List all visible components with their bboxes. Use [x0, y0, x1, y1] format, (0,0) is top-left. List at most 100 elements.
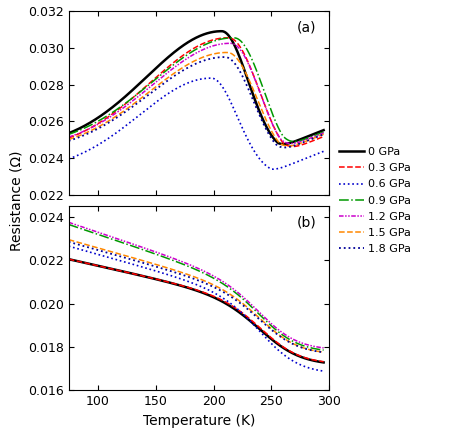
0.3 GPa: [241, 51, 247, 56]
1.2 GPa: [227, 41, 232, 46]
Line: 0 GPa: 0 GPa: [69, 259, 324, 362]
0 GPa: [169, 51, 174, 57]
0 GPa: [270, 134, 275, 139]
0.9 GPa: [230, 35, 236, 41]
1.2 GPa: [269, 322, 275, 327]
Text: (a): (a): [297, 20, 316, 34]
0.9 GPa: [269, 324, 275, 329]
0.6 GPa: [169, 89, 174, 94]
0 GPa: [321, 127, 327, 133]
0.6 GPa: [178, 83, 184, 89]
1.5 GPa: [241, 302, 246, 307]
0.6 GPa: [92, 144, 98, 150]
0.6 GPa: [208, 75, 214, 81]
0 GPa: [66, 131, 72, 136]
1.8 GPa: [265, 129, 271, 135]
Line: 1.8 GPa: 1.8 GPa: [69, 242, 324, 352]
0.9 GPa: [270, 111, 275, 116]
0.6 GPa: [270, 167, 275, 172]
1.8 GPa: [169, 269, 174, 274]
1.2 GPa: [264, 317, 270, 323]
0.9 GPa: [92, 231, 98, 236]
1.5 GPa: [321, 132, 327, 137]
0 GPa: [264, 333, 270, 338]
1.5 GPa: [178, 66, 184, 71]
Line: 0.3 GPa: 0.3 GPa: [69, 259, 324, 362]
0.3 GPa: [241, 311, 246, 317]
0 GPa: [66, 256, 72, 262]
1.8 GPa: [169, 75, 174, 80]
1.8 GPa: [321, 132, 327, 137]
Legend: 0 GPa, 0.3 GPa, 0.6 GPa, 0.9 GPa, 1.2 GPa, 1.5 GPa, 1.8 GPa: 0 GPa, 0.3 GPa, 0.6 GPa, 0.9 GPa, 1.2 GP…: [335, 143, 416, 259]
0 GPa: [219, 29, 224, 34]
0.6 GPa: [321, 368, 327, 374]
1.5 GPa: [269, 327, 275, 332]
0.9 GPa: [66, 132, 72, 137]
Text: Resistance (Ω): Resistance (Ω): [9, 150, 24, 251]
1.8 GPa: [270, 137, 275, 143]
1.2 GPa: [178, 60, 184, 65]
1.5 GPa: [285, 143, 291, 149]
0.6 GPa: [66, 156, 72, 161]
0.9 GPa: [66, 222, 72, 227]
1.5 GPa: [92, 126, 98, 131]
0.6 GPa: [269, 342, 275, 347]
1.2 GPa: [169, 67, 174, 72]
1.8 GPa: [92, 128, 98, 133]
Line: 0.6 GPa: 0.6 GPa: [69, 246, 324, 371]
1.8 GPa: [178, 69, 184, 74]
0.6 GPa: [265, 164, 271, 170]
1.5 GPa: [92, 244, 98, 249]
1.5 GPa: [224, 50, 229, 55]
Line: 1.5 GPa: 1.5 GPa: [69, 240, 324, 352]
0 GPa: [281, 141, 286, 146]
0.9 GPa: [92, 120, 98, 126]
1.5 GPa: [66, 237, 72, 242]
X-axis label: Temperature (K): Temperature (K): [143, 414, 255, 428]
0.9 GPa: [291, 139, 297, 144]
0 GPa: [92, 117, 98, 123]
Line: 1.2 GPa: 1.2 GPa: [69, 43, 324, 143]
1.8 GPa: [241, 77, 247, 82]
0 GPa: [92, 262, 98, 268]
Line: 0.3 GPa: 0.3 GPa: [69, 38, 324, 146]
0.9 GPa: [241, 297, 246, 302]
0.3 GPa: [66, 256, 72, 262]
0 GPa: [178, 44, 184, 50]
1.2 GPa: [92, 123, 98, 129]
1.5 GPa: [169, 72, 174, 78]
1.5 GPa: [66, 137, 72, 142]
0.3 GPa: [270, 121, 275, 126]
0.3 GPa: [225, 35, 230, 41]
0 GPa: [321, 360, 327, 365]
1.8 GPa: [92, 246, 98, 252]
1.8 GPa: [241, 303, 246, 309]
Line: 0 GPa: 0 GPa: [69, 31, 324, 144]
1.5 GPa: [265, 121, 271, 126]
0.3 GPa: [269, 336, 275, 341]
0.6 GPa: [92, 251, 98, 256]
0 GPa: [241, 313, 246, 318]
1.8 GPa: [269, 328, 275, 333]
Line: 1.2 GPa: 1.2 GPa: [69, 222, 324, 348]
0.6 GPa: [66, 244, 72, 249]
1.2 GPa: [321, 345, 327, 351]
0.9 GPa: [169, 257, 174, 262]
1.5 GPa: [270, 130, 275, 135]
0.6 GPa: [321, 149, 327, 154]
1.2 GPa: [178, 259, 184, 264]
1.8 GPa: [282, 145, 287, 150]
0.6 GPa: [241, 312, 246, 317]
0 GPa: [269, 337, 275, 342]
1.8 GPa: [221, 54, 227, 60]
0.3 GPa: [264, 332, 270, 337]
0.6 GPa: [264, 337, 270, 342]
0.3 GPa: [92, 262, 98, 268]
0.9 GPa: [178, 261, 184, 266]
0.6 GPa: [169, 273, 174, 279]
0.3 GPa: [92, 123, 98, 128]
Line: 0.9 GPa: 0.9 GPa: [69, 225, 324, 350]
0.3 GPa: [321, 359, 327, 364]
1.8 GPa: [66, 138, 72, 143]
1.8 GPa: [178, 272, 184, 277]
